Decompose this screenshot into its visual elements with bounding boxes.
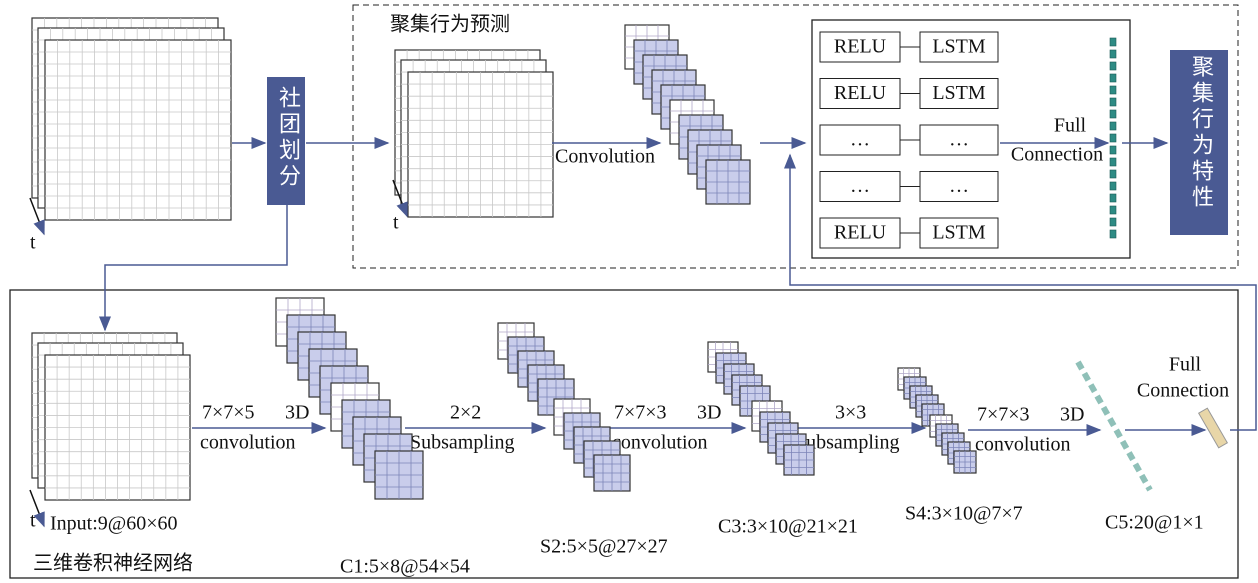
- neuron: [1110, 134, 1116, 142]
- layer-label: S4:3×10@7×7: [905, 503, 1023, 525]
- neuron: [1110, 122, 1116, 130]
- sheet: [45, 40, 231, 220]
- relu-label: …: [850, 129, 870, 151]
- operation-label: convolution: [200, 432, 296, 454]
- input-label: Input:9@60×60: [50, 513, 177, 535]
- operation-label: convolution: [612, 432, 708, 454]
- lstm-label: LSTM: [932, 36, 986, 58]
- arrow: [105, 205, 287, 330]
- neuron: [1110, 110, 1116, 118]
- neuron: [1110, 194, 1116, 202]
- operation-label: Subsampling: [410, 432, 514, 454]
- kernel-label: 7×7×3: [977, 404, 1030, 426]
- full-connection: Full: [1169, 354, 1202, 376]
- neuron: [1110, 218, 1116, 226]
- layer-label: S2:5×5@27×27: [540, 536, 668, 558]
- neuron: [1110, 230, 1116, 238]
- output-neuron: [1199, 408, 1228, 448]
- relu-label: …: [850, 175, 870, 197]
- neuron: [1110, 158, 1116, 166]
- shapes: RELU LSTM RELU LSTM … … … … RELU LSTM 7×7×5 3D convo…: [10, 5, 1256, 578]
- full-connection: Full: [1054, 115, 1087, 137]
- neuron: [1110, 50, 1116, 58]
- output-label: 聚集行为特性: [1189, 55, 1214, 211]
- operation-label: convolution: [975, 434, 1071, 456]
- time-label: t: [393, 212, 399, 234]
- kernel-label: 7×7×3: [614, 402, 667, 424]
- lstm-label: …: [949, 175, 969, 197]
- page: {"top": {"input_time_label": "t", "parti…: [0, 0, 1258, 583]
- relu-label: RELU: [834, 36, 887, 58]
- lstm-label: LSTM: [932, 222, 986, 244]
- neuron: [1110, 62, 1116, 70]
- kernel-label: 7×7×5: [202, 402, 255, 424]
- neuron: [1110, 38, 1116, 46]
- mode-label: 3D: [285, 402, 309, 424]
- layer-label: C1:5×8@54×54: [340, 556, 470, 578]
- time-label: t: [30, 232, 36, 254]
- neuron: [1110, 182, 1116, 190]
- diagram: RELU LSTM RELU LSTM … … … … RELU LSTM 7×7×5 3D convo…: [0, 0, 1258, 583]
- partition-label: 社团划分: [276, 86, 301, 190]
- neuron: [1110, 206, 1116, 214]
- neuron: [1110, 170, 1116, 178]
- section-title: 三维卷积神经网络: [33, 552, 193, 575]
- prediction-title: 聚集行为预测: [390, 13, 510, 36]
- relu-label: RELU: [834, 222, 887, 244]
- layer-label: C3:3×10@21×21: [718, 516, 858, 538]
- kernel-label: 2×2: [450, 402, 481, 424]
- lstm-label: …: [949, 129, 969, 151]
- relu-label: RELU: [834, 82, 887, 104]
- time-label: t: [30, 510, 36, 532]
- layer-label: C5:20@1×1: [1105, 512, 1204, 534]
- mode-label: 3D: [697, 402, 721, 424]
- kernel-label: 3×3: [835, 402, 866, 424]
- mode-label: 3D: [1060, 404, 1084, 426]
- lstm-label: LSTM: [932, 82, 986, 104]
- neuron: [1110, 98, 1116, 106]
- convolution-label: Convolution: [555, 146, 655, 168]
- neuron: [1110, 86, 1116, 94]
- neuron: [1110, 146, 1116, 154]
- full-connection: Connection: [1011, 144, 1103, 166]
- full-connection: Connection: [1137, 380, 1229, 402]
- neuron: [1110, 74, 1116, 82]
